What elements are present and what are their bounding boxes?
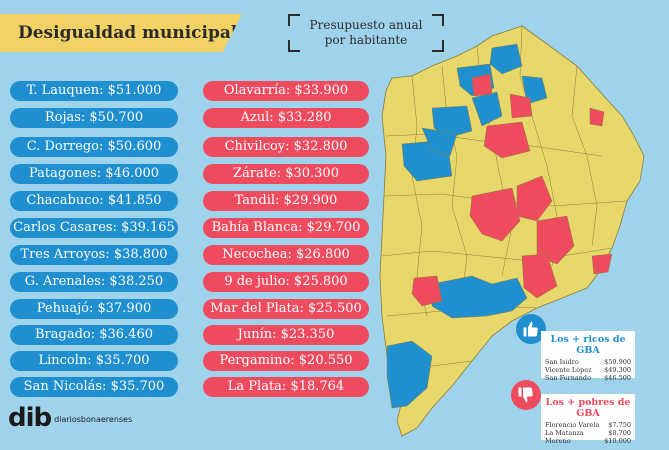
dib-logo: dib diariosbonaerenses — [8, 404, 132, 432]
blue-item: T. Lauquen: $51.000 — [10, 81, 178, 101]
rich-gba-row: Vicente López $49.300 — [545, 366, 631, 374]
rich-gba-box: Los + ricos de GBA San Isidro $59.900 Vi… — [541, 331, 635, 382]
poor-gba-name: Moreno — [545, 437, 571, 445]
blue-item: G. Arenales: $38.250 — [10, 272, 178, 292]
blue-item: Carlos Casares: $39.165 — [10, 218, 178, 238]
red-item: Bahía Blanca: $29.700 — [203, 218, 369, 238]
subtitle-line-1: Presupuesto anual — [309, 18, 423, 32]
bracket-bottom-right — [432, 40, 444, 52]
rich-gba-value: $46.500 — [604, 374, 631, 382]
red-item: 9 de julio: $25.800 — [203, 272, 369, 292]
blue-item: Rojas: $50.700 — [10, 108, 178, 128]
rich-gba-value: $49.300 — [604, 366, 631, 374]
page-title: Desigualdad municipal — [18, 23, 238, 43]
poor-gba-name: La Matanza — [545, 429, 584, 437]
red-item: Mar del Plata: $25.500 — [203, 299, 369, 319]
poor-gba-value: $10.000 — [604, 437, 631, 445]
thumbs-down-icon — [511, 380, 541, 410]
blue-item: Patagones: $46.000 — [10, 164, 178, 184]
rich-gba-name: San Fernando — [545, 374, 592, 382]
province-map — [372, 16, 669, 446]
red-districts — [411, 73, 613, 307]
blue-item: Pehuajó: $37.900 — [10, 299, 178, 319]
bracket-bottom-left — [288, 40, 300, 52]
rich-gba-row: San Isidro $59.900 — [545, 358, 631, 366]
red-item: Necochea: $26.800 — [203, 245, 369, 265]
poor-gba-row: Florencio Varela $7.750 — [545, 421, 631, 429]
poor-gba-value: $8.700 — [608, 429, 631, 437]
red-item: Chivilcoy: $32.800 — [203, 137, 369, 157]
blue-item: C. Dorrego: $50.600 — [10, 137, 178, 157]
title-banner: Desigualdad municipal — [0, 14, 242, 52]
poor-gba-box: Los + pobres de GBA Florencio Varela $7.… — [541, 394, 635, 445]
blue-item: Tres Arroyos: $38.800 — [10, 245, 178, 265]
red-item: Junín: $23.350 — [203, 325, 369, 345]
poor-gba-row: Moreno $10.000 — [545, 437, 631, 445]
blue-item: San Nicolás: $35.700 — [10, 377, 178, 397]
rich-gba-value: $59.900 — [604, 358, 631, 366]
red-item: Olavarría: $33.900 — [203, 81, 369, 101]
map-svg — [379, 25, 645, 437]
poor-gba-value: $7.750 — [608, 421, 631, 429]
rich-gba-row: San Fernando $46.500 — [545, 374, 631, 382]
bracket-top-left — [288, 14, 300, 26]
rich-gba-name: Vicente López — [545, 366, 592, 374]
logo-text: diariosbonaerenses — [54, 415, 133, 424]
blue-item: Chacabuco: $41.850 — [10, 191, 178, 211]
red-item: La Plata: $18.764 — [203, 377, 369, 397]
poor-gba-row: La Matanza $8.700 — [545, 429, 631, 437]
blue-districts — [386, 43, 548, 409]
subtitle-line-2: por habitante — [324, 33, 408, 47]
red-item: Azul: $33.280 — [203, 108, 369, 128]
red-item: Tandil: $29.900 — [203, 191, 369, 211]
subtitle-box: Presupuesto anual por habitante — [288, 14, 444, 52]
thumbs-down-glyph — [518, 387, 533, 403]
poor-gba-title: Los + pobres de GBA — [545, 397, 631, 419]
red-item: Pergamino: $20.550 — [203, 351, 369, 371]
red-item: Zárate: $30.300 — [203, 164, 369, 184]
logo-mark: dib — [8, 403, 52, 433]
rich-gba-title: Los + ricos de GBA — [550, 334, 626, 356]
thumbs-up-glyph — [523, 321, 538, 337]
bracket-top-right — [432, 14, 444, 26]
poor-gba-name: Florencio Varela — [545, 421, 600, 429]
blue-item: Bragado: $36.460 — [10, 325, 178, 345]
rich-gba-name: San Isidro — [545, 358, 579, 366]
blue-item: Lincoln: $35.700 — [10, 351, 178, 371]
